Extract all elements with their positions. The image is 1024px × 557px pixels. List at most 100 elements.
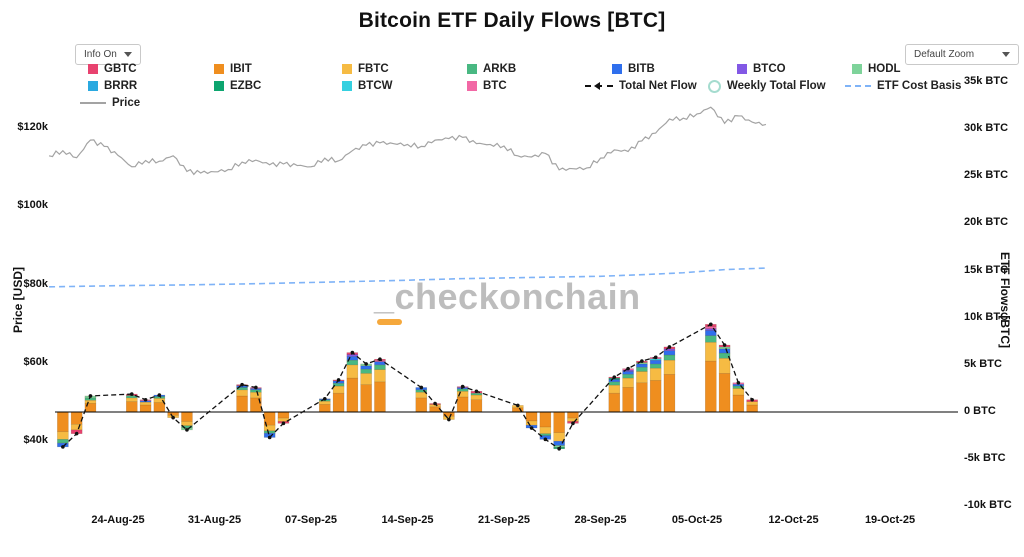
legend-label: Price: [112, 97, 141, 109]
legend-item-arkb[interactable]: ARKB: [467, 63, 516, 75]
flow-bar-segment: [553, 432, 565, 442]
legend-item-weekly-total-flow[interactable]: Weekly Total Flow: [708, 79, 826, 93]
legend-item-gbtc[interactable]: GBTC: [88, 63, 137, 75]
zoom-selector[interactable]: Default Zoom: [905, 44, 1019, 65]
flow-bar-segment: [374, 361, 386, 366]
legend-item-ibit[interactable]: IBIT: [214, 63, 252, 75]
legend-swatch-square: [612, 64, 622, 74]
net-flow-marker: [364, 362, 368, 366]
flow-bar-segment: [346, 364, 359, 379]
watermark-text: _checkonchain: [374, 276, 641, 317]
net-flow-line: [62, 323, 753, 450]
legend-label: IBIT: [230, 63, 252, 75]
legend-label: GBTC: [104, 63, 137, 75]
net-flow-marker: [515, 403, 520, 408]
flow-tick-label: 10k BTC: [964, 310, 1009, 323]
flow-bar-segment: [608, 381, 621, 386]
price-tick-label: $80k: [23, 277, 48, 290]
legend-item-etf-cost-basis[interactable]: ETF Cost Basis: [845, 80, 961, 92]
flow-bar-segment: [636, 363, 648, 368]
legend-swatch-square: [467, 64, 477, 74]
net-flow-marker: [281, 421, 286, 426]
net-flow-marker: [129, 392, 134, 396]
net-flow-marker: [529, 426, 534, 430]
net-flow-marker: [612, 375, 617, 379]
flow-bar-segment: [415, 391, 428, 399]
flow-bar-segment: [622, 374, 634, 379]
flow-bar-segment: [636, 366, 648, 372]
legend-swatch-square: [214, 64, 224, 74]
flow-bar-segment: [746, 404, 758, 413]
flow-bar-segment: [332, 385, 345, 394]
flow-bar-segment: [456, 396, 469, 413]
legend-item-ezbc[interactable]: EZBC: [214, 80, 261, 92]
flow-bar-segment: [608, 379, 621, 383]
legend-label: BTCW: [358, 80, 393, 92]
legend-swatch-square: [467, 81, 477, 91]
legend-item-hodl[interactable]: HODL: [852, 63, 901, 75]
flow-bar-segment: [319, 400, 331, 405]
legend-item-total-net-flow[interactable]: Total Net Flow: [585, 80, 697, 92]
flow-tick-label: -5k BTC: [964, 452, 1006, 465]
flow-bar-segment: [649, 380, 662, 413]
flow-bar-segment: [263, 430, 276, 434]
legend-item-brrr[interactable]: BRRR: [88, 80, 137, 92]
chevron-down-icon: [1002, 52, 1010, 57]
flow-bar-segment: [705, 326, 717, 329]
flow-bar-segment: [277, 411, 290, 419]
flow-bar-segment: [181, 411, 193, 422]
net-flow-marker: [143, 397, 148, 402]
legend-label: BITB: [628, 63, 655, 75]
net-flow-marker: [736, 380, 741, 385]
legend-label: ARKB: [483, 63, 517, 75]
flow-tick-label: 30k BTC: [964, 122, 1009, 135]
flow-bar-segment: [663, 359, 676, 375]
flow-bar-segment: [181, 421, 193, 426]
legend-item-bitb[interactable]: BITB: [612, 63, 655, 75]
legend-swatch-dash: [845, 85, 871, 87]
legend-item-btcw[interactable]: BTCW: [342, 80, 393, 92]
flow-tick-label: 25k BTC: [964, 169, 1009, 182]
net-flow-marker: [350, 350, 355, 355]
flow-bar-segment: [360, 373, 372, 385]
net-flow-marker: [157, 393, 162, 397]
legend-swatch-line: [80, 102, 106, 104]
flow-bar-segment: [84, 399, 97, 404]
flow-tick-label: 35k BTC: [964, 75, 1009, 87]
flow-bar-segment: [415, 397, 428, 413]
flow-bar-segment: [622, 371, 634, 375]
legend-item-btc[interactable]: BTC: [467, 80, 507, 92]
flow-tick-label: 0 BTC: [964, 405, 996, 417]
price-line: [48, 106, 767, 176]
x-tick-label: 24-Aug-25: [91, 514, 145, 526]
legend-swatch-square: [88, 81, 98, 91]
info-toggle-button[interactable]: Info On: [75, 44, 141, 65]
flow-bar-segment: [525, 411, 538, 422]
flow-bar-segment: [470, 394, 483, 400]
net-flow-marker: [419, 385, 424, 390]
x-tick-label: 28-Sep-25: [574, 514, 627, 526]
flow-bar-segment: [360, 384, 372, 413]
flow-bar-segment: [153, 402, 166, 413]
net-flow-marker: [378, 357, 382, 362]
flow-bar-segment: [126, 397, 138, 402]
flow-bar-segment: [608, 392, 621, 413]
net-flow-marker: [626, 366, 630, 371]
net-flow-marker: [543, 437, 548, 442]
legend-item-price[interactable]: Price: [80, 97, 140, 109]
flow-bar-segment: [84, 397, 97, 401]
price-tick-label: $60k: [23, 355, 48, 368]
zoom-selector-label: Default Zoom: [914, 49, 975, 60]
flow-bar-segment: [718, 348, 731, 354]
flow-bar-segment: [746, 401, 758, 406]
x-tick-label: 19-Oct-25: [864, 514, 916, 526]
flow-bar-segment: [649, 367, 662, 381]
flow-bar-segment: [374, 369, 386, 383]
legend-item-fbtc[interactable]: FBTC: [342, 63, 389, 75]
legend-item-btco[interactable]: BTCO: [737, 63, 786, 75]
flow-bar-segment: [539, 426, 552, 434]
flow-bar-segment: [456, 388, 469, 392]
flow-bar-segment: [718, 373, 731, 413]
